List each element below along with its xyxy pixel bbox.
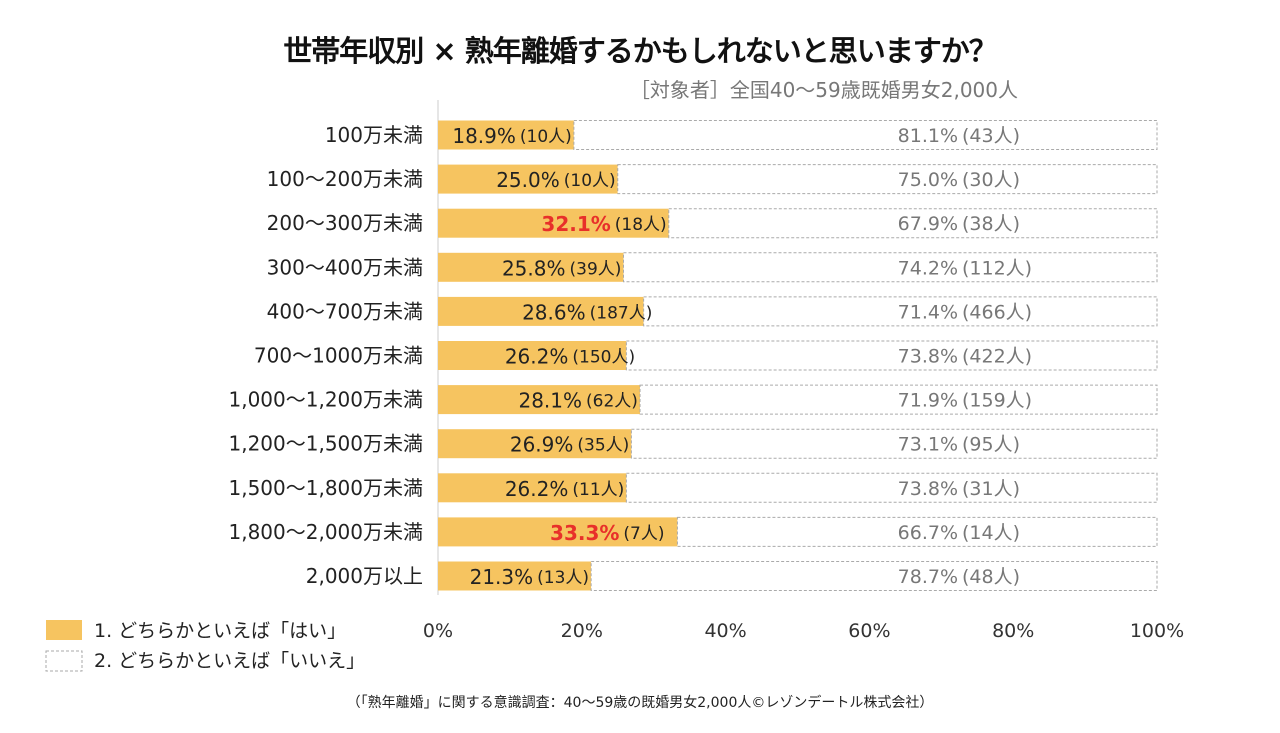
no-count-label: (14人) bbox=[962, 522, 1020, 544]
yes-count-label: (150人) bbox=[572, 348, 635, 368]
yes-count-label: (187人) bbox=[590, 303, 653, 323]
yes-count-label: (7人) bbox=[623, 524, 664, 544]
yes-value-label: 25.0% bbox=[496, 168, 560, 192]
bar-no bbox=[668, 208, 1158, 239]
category-label: 1,500～1,800万未満 bbox=[228, 476, 423, 500]
yes-value-label: 32.1% bbox=[541, 212, 610, 236]
category-label: 100～200万未満 bbox=[267, 167, 423, 191]
no-count-label: (48人) bbox=[962, 566, 1020, 588]
bar-no bbox=[623, 252, 1158, 283]
x-tick-label: 80% bbox=[992, 620, 1034, 642]
no-count-label: (422人) bbox=[962, 346, 1032, 368]
no-count-label: (112人) bbox=[962, 257, 1032, 279]
bar-yes bbox=[438, 164, 618, 194]
x-tick-label: 20% bbox=[561, 620, 603, 642]
no-count-label: (466人) bbox=[962, 301, 1032, 323]
bar-yes bbox=[438, 385, 641, 415]
category-label: 2,000万以上 bbox=[306, 564, 423, 588]
bar-no bbox=[676, 516, 1158, 547]
yes-value-label: 28.6% bbox=[522, 300, 586, 324]
no-value-label: 71.9% bbox=[898, 390, 958, 412]
no-value-label: 66.7% bbox=[898, 522, 958, 544]
yes-count-label: (10人) bbox=[564, 171, 616, 191]
yes-value-label: 28.1% bbox=[518, 389, 582, 413]
yes-count-label: (10人) bbox=[520, 127, 572, 147]
no-value-label: 78.7% bbox=[898, 566, 958, 588]
bar-no bbox=[630, 428, 1158, 459]
bar-no bbox=[625, 340, 1158, 371]
category-label: 700～1000万未満 bbox=[254, 344, 423, 368]
chart-title: 世帯年収別 × 熟年離婚するかもしれないと思いますか？ bbox=[283, 34, 998, 68]
category-label: 200～300万未満 bbox=[267, 211, 423, 235]
yes-value-label: 26.2% bbox=[505, 477, 569, 501]
yes-count-label: (18人) bbox=[615, 215, 667, 235]
bar-no bbox=[643, 296, 1158, 327]
no-value-label: 73.8% bbox=[898, 478, 958, 500]
bar-yes bbox=[438, 517, 678, 547]
category-label: 100万未満 bbox=[325, 123, 423, 147]
category-label: 400～700万未満 bbox=[267, 299, 423, 323]
legend-swatch-yes bbox=[46, 620, 82, 640]
no-value-label: 73.8% bbox=[898, 346, 958, 368]
category-label: 300～400万未満 bbox=[267, 255, 423, 279]
no-value-label: 73.1% bbox=[898, 434, 958, 456]
bar-yes bbox=[438, 429, 632, 459]
yes-count-label: (11人) bbox=[572, 480, 624, 500]
legend-swatch-no bbox=[45, 650, 83, 672]
bar-no bbox=[625, 472, 1158, 503]
no-count-label: (31人) bbox=[962, 478, 1020, 500]
no-count-label: (95人) bbox=[962, 434, 1020, 456]
legend-label-yes: 1. どちらかといえば「はい」 bbox=[94, 620, 346, 642]
bar-no bbox=[590, 561, 1158, 591]
legend-label-no: 2. どちらかといえば「いいえ」 bbox=[94, 650, 365, 672]
bar-no bbox=[639, 384, 1158, 415]
no-count-label: (38人) bbox=[962, 213, 1020, 235]
category-label: 1,200～1,500万未満 bbox=[228, 432, 423, 456]
yes-count-label: (62人) bbox=[586, 392, 638, 412]
category-label: 1,000～1,200万未満 bbox=[228, 388, 423, 412]
bar-yes bbox=[438, 296, 644, 326]
category-label: 1,800～2,000万未満 bbox=[228, 520, 423, 544]
no-value-label: 74.2% bbox=[898, 257, 958, 279]
yes-count-label: (13人) bbox=[537, 568, 589, 588]
yes-value-label: 25.8% bbox=[502, 256, 566, 280]
x-tick-label: 40% bbox=[704, 620, 746, 642]
no-count-label: (30人) bbox=[962, 169, 1020, 191]
yes-value-label: 18.9% bbox=[452, 124, 516, 148]
no-count-label: (159人) bbox=[962, 390, 1032, 412]
yes-value-label: 33.3% bbox=[550, 521, 619, 545]
bar-yes bbox=[438, 208, 669, 238]
x-tick-label: 60% bbox=[848, 620, 890, 642]
footnote: （「熟年離婚」に関する意識調査：40～59歳の既婚男女2,000人©レゾンデート… bbox=[347, 694, 934, 711]
no-value-label: 75.0% bbox=[898, 169, 958, 191]
bar-no bbox=[617, 164, 1158, 195]
bar-no bbox=[573, 120, 1158, 150]
yes-value-label: 26.9% bbox=[510, 433, 574, 457]
no-value-label: 71.4% bbox=[898, 301, 958, 323]
bar-yes bbox=[438, 120, 574, 150]
yes-value-label: 26.2% bbox=[505, 345, 569, 369]
bar-yes bbox=[438, 561, 592, 591]
no-value-label: 67.9% bbox=[898, 213, 958, 235]
no-count-label: (43人) bbox=[962, 125, 1020, 147]
yes-count-label: (39人) bbox=[570, 259, 622, 279]
yes-value-label: 21.3% bbox=[470, 565, 534, 589]
bar-yes bbox=[438, 473, 627, 503]
yes-count-label: (35人) bbox=[577, 436, 629, 456]
x-tick-label: 100% bbox=[1130, 620, 1184, 642]
no-value-label: 81.1% bbox=[898, 125, 958, 147]
bar-yes bbox=[438, 341, 627, 370]
bar-yes bbox=[438, 252, 624, 282]
chart-subtitle: ［対象者］全国40～59歳既婚男女2,000人 bbox=[629, 78, 1018, 102]
x-tick-label: 0% bbox=[423, 620, 453, 642]
